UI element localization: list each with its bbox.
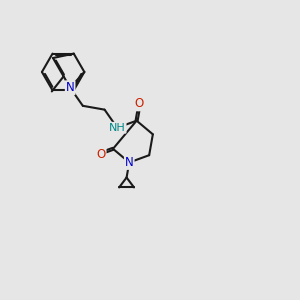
Text: N: N (66, 81, 74, 94)
Text: NH: NH (109, 123, 126, 133)
Text: N: N (125, 156, 134, 169)
Text: O: O (134, 97, 144, 110)
Text: O: O (96, 148, 106, 160)
